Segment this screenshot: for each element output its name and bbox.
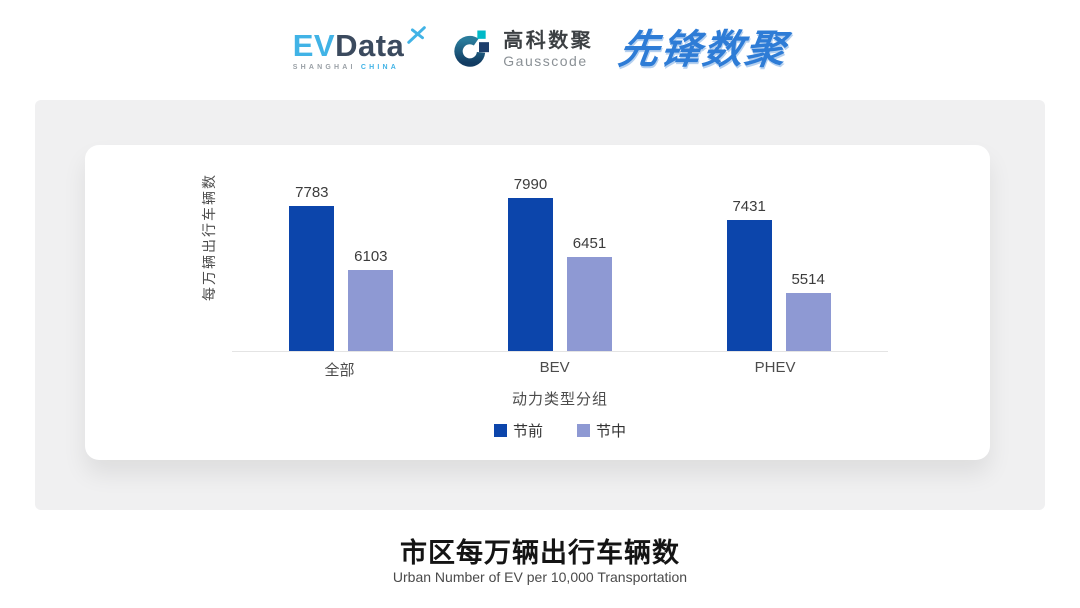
- bar-mid-phev: [785, 293, 831, 351]
- barwrap: 7431: [726, 198, 772, 351]
- bar-value-label: 7431: [732, 198, 766, 215]
- bar-pre-bev: [507, 198, 553, 351]
- gausscode-cn-text: 高科数聚: [503, 30, 594, 53]
- barwrap: 6451: [566, 235, 612, 351]
- barwrap: 6103: [348, 248, 394, 351]
- x-tick-phev: PHEV: [754, 359, 796, 376]
- bar-value-label: 7990: [513, 176, 548, 193]
- bar-value-label: 7783: [295, 184, 329, 201]
- bar-value-label: 5514: [791, 271, 825, 288]
- evdata-subtext: SHANGHAI CHINA: [293, 64, 429, 71]
- sparkle-icon: [406, 24, 428, 50]
- gausscode-g-icon: [454, 28, 494, 73]
- x-axis-ticks: 全部 BEV PHEV: [232, 359, 888, 380]
- legend-swatch-mid: [577, 424, 590, 437]
- barwrap: 7990: [507, 176, 553, 351]
- bar-value-label: 6451: [572, 235, 607, 252]
- evdata-shanghai-text: SHANGHAI: [292, 63, 356, 71]
- x-axis-title: 动力类型分组: [511, 391, 608, 408]
- x-tick-bev: BEV: [539, 359, 570, 376]
- evdata-wordmark: EV Data: [292, 25, 429, 63]
- logo-bar: EV Data SHANGHAI CHINA: [0, 20, 1080, 80]
- bar-value-label: 6103: [354, 248, 388, 265]
- x-tick-all: 全部: [324, 362, 355, 379]
- gausscode-wordmark: 高科数聚 Gausscode: [503, 30, 593, 69]
- legend: 节前 节中: [232, 420, 888, 441]
- legend-item-pre[interactable]: 节前: [493, 420, 543, 441]
- pioneer-logo: 先锋数聚: [616, 28, 791, 72]
- bar-mid-all: [348, 270, 394, 351]
- gausscode-logo: 高科数聚 Gausscode: [454, 28, 593, 73]
- legend-label-pre: 节前: [512, 423, 543, 440]
- chart-panel: 每万辆出行车辆数 7783 6103 7990: [35, 100, 1045, 510]
- bar-group-phev: 7431 5514: [726, 198, 831, 351]
- chart-card: 每万辆出行车辆数 7783 6103 7990: [85, 145, 990, 460]
- evdata-logo: EV Data SHANGHAI CHINA: [292, 25, 429, 71]
- y-axis-label: 每万辆出行车辆数: [201, 173, 217, 301]
- chart-title: 市区每万辆出行车辆数: [400, 538, 680, 568]
- bar-pre-all: [289, 206, 335, 351]
- legend-item-mid[interactable]: 节中: [577, 420, 626, 441]
- bar-pre-phev: [726, 220, 772, 351]
- evdata-ev-text: EV: [292, 27, 336, 63]
- bar-group-bev: 7990 6451: [507, 176, 612, 351]
- plot-area: 7783 6103 7990 6451: [232, 145, 888, 352]
- gausscode-en-text: Gausscode: [503, 53, 588, 70]
- evdata-data-text: Data: [335, 27, 405, 63]
- chart-subtitle: Urban Number of EV per 10,000 Transporta…: [392, 569, 688, 585]
- evdata-china-text: CHINA: [360, 63, 399, 71]
- barwrap: 7783: [289, 184, 335, 351]
- barwrap: 5514: [785, 271, 831, 351]
- legend-label-mid: 节中: [596, 423, 627, 440]
- legend-swatch-pre: [493, 424, 507, 437]
- bar-mid-bev: [566, 257, 612, 351]
- bar-group-all: 7783 6103: [289, 184, 394, 351]
